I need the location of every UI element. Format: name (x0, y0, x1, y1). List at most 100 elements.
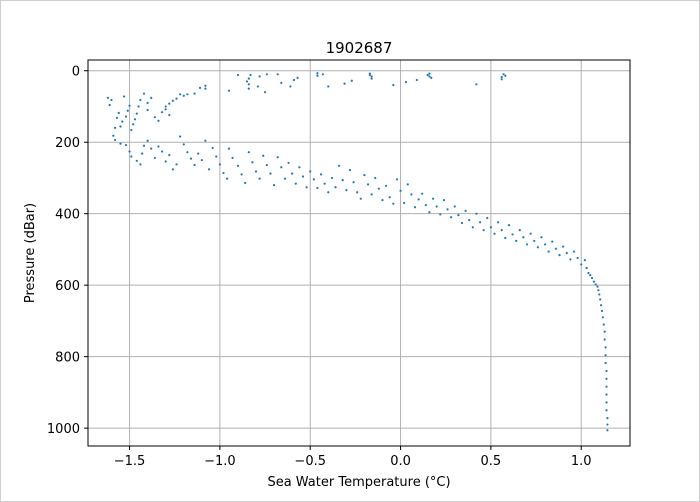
data-point (146, 139, 149, 142)
data-point (189, 157, 193, 160)
data-point (569, 258, 572, 261)
data-point (256, 85, 259, 88)
data-point (404, 81, 408, 84)
data-point (283, 177, 287, 180)
data-point (222, 171, 225, 175)
data-point (160, 111, 164, 114)
data-point (231, 156, 234, 160)
x-axis-ticks: −1.5 −1.0 −0.5 0.0 0.5 1.0 (114, 446, 592, 469)
data-point (289, 85, 292, 88)
data-point (504, 236, 507, 240)
data-point (247, 77, 250, 80)
data-point (182, 143, 185, 146)
data-point (381, 199, 384, 202)
data-point (486, 216, 489, 220)
data-point (186, 93, 189, 96)
x-tick-label: −1.0 (204, 454, 236, 469)
data-point (137, 105, 140, 108)
data-point (124, 115, 128, 118)
data-point (562, 245, 565, 248)
data-point (164, 105, 167, 108)
data-point (533, 239, 536, 242)
data-point (146, 108, 149, 112)
data-point (605, 369, 608, 373)
data-point (515, 239, 518, 242)
data-point (141, 152, 144, 155)
data-point (356, 191, 359, 194)
x-tick-label: 0.5 (481, 454, 502, 469)
data-point (604, 354, 607, 357)
y-axis-ticks: 0 200 400 600 800 1000 (47, 65, 88, 437)
data-point (399, 189, 402, 192)
data-point (603, 330, 606, 333)
data-point (500, 229, 503, 232)
data-point (305, 186, 308, 189)
data-point (171, 168, 175, 171)
data-point (421, 192, 424, 195)
data-point (280, 81, 283, 84)
data-point (135, 112, 138, 115)
data-point (193, 163, 196, 167)
data-point (359, 197, 362, 200)
data-point (236, 73, 240, 77)
data-point (211, 146, 214, 150)
data-point (215, 155, 218, 158)
data-point (262, 154, 265, 157)
data-point (265, 163, 268, 167)
data-point (301, 175, 305, 178)
data-point (291, 172, 294, 175)
data-point (413, 206, 417, 209)
data-point (146, 101, 149, 104)
data-point (298, 166, 301, 169)
data-point (142, 144, 146, 147)
data-point (193, 92, 196, 95)
data-point (543, 243, 547, 246)
data-point (115, 116, 119, 119)
data-point (590, 276, 594, 280)
data-point (251, 161, 254, 164)
data-point (240, 173, 243, 176)
data-point (175, 97, 178, 100)
data-point (287, 161, 290, 165)
data-point (182, 94, 185, 97)
data-point (442, 199, 446, 202)
data-point (132, 123, 135, 126)
data-point (471, 226, 474, 229)
data-point (605, 385, 608, 388)
data-point (110, 98, 113, 102)
y-tick-label: 1000 (47, 422, 80, 437)
data-point (249, 73, 252, 77)
data-point (130, 155, 133, 158)
data-point (236, 164, 240, 167)
data-point (296, 76, 299, 79)
data-point (453, 205, 456, 208)
data-point (587, 271, 590, 275)
data-point (345, 188, 348, 192)
x-tick-label: 1.0 (571, 454, 592, 469)
data-point (446, 208, 449, 211)
data-point (493, 232, 496, 235)
data-point (280, 166, 283, 169)
data-point (254, 170, 258, 173)
data-point (204, 87, 207, 90)
data-point (128, 150, 131, 153)
data-point (606, 423, 609, 426)
data-point (247, 87, 250, 90)
data-point (428, 75, 431, 78)
data-point (179, 93, 182, 96)
data-point (599, 298, 602, 301)
data-point (605, 377, 608, 380)
data-point (334, 186, 337, 189)
data-point (428, 211, 431, 214)
data-point (294, 182, 297, 185)
gridlines (88, 60, 630, 446)
data-point (258, 75, 261, 78)
data-point (385, 184, 388, 187)
data-point (343, 82, 346, 85)
data-point (153, 156, 156, 160)
data-point (142, 92, 146, 95)
data-point (395, 178, 399, 181)
data-point (368, 73, 371, 77)
data-point (558, 254, 561, 257)
